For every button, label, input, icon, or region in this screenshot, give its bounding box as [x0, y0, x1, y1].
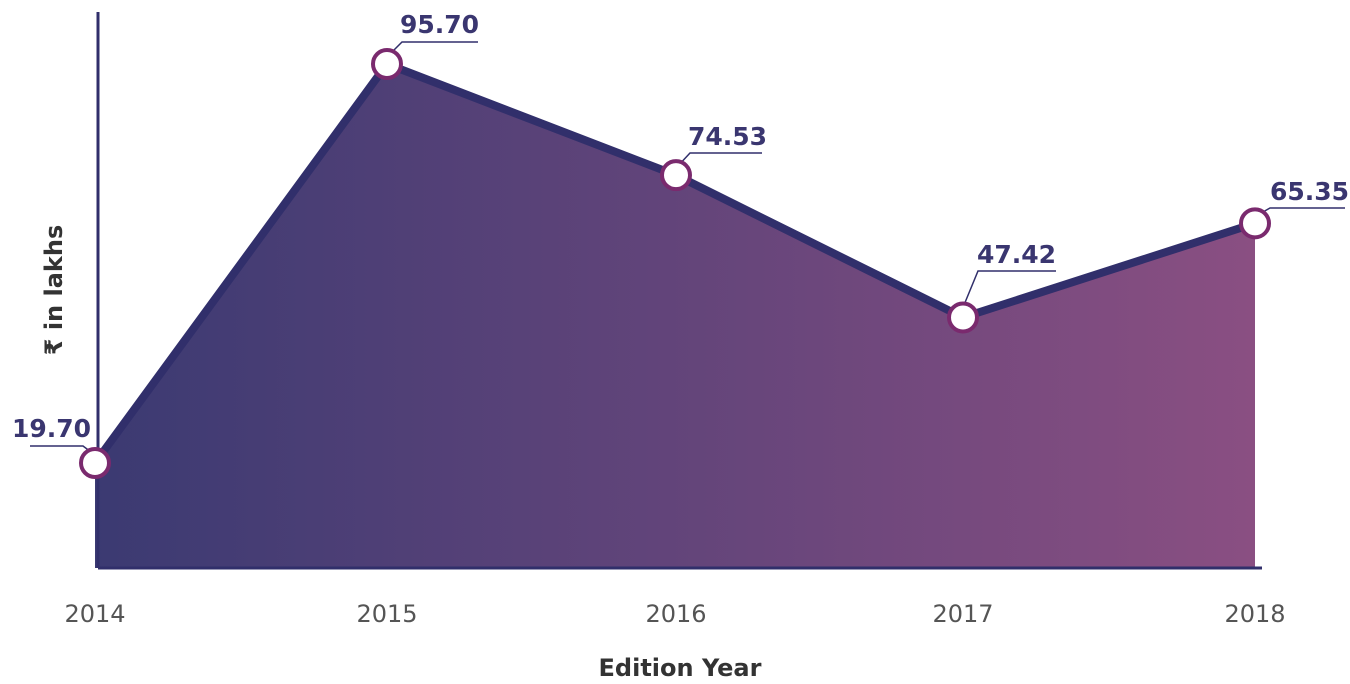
x-tick-label: 2016	[645, 600, 706, 628]
data-point-marker	[371, 48, 403, 80]
data-label: 65.35	[1270, 177, 1349, 206]
label-leader	[676, 152, 762, 168]
data-label-layer: 19.70 95.70 74.53 47.42 65.35	[12, 10, 1349, 443]
x-tick-label: 2015	[356, 600, 417, 628]
label-leader	[387, 41, 478, 57]
x-tick-label: 2017	[932, 600, 993, 628]
data-point-marker	[660, 159, 692, 192]
data-point-marker	[79, 447, 111, 479]
area-fill-layer	[95, 64, 1255, 568]
x-tick-label: 2018	[1224, 600, 1285, 628]
data-label: 74.53	[688, 122, 767, 151]
x-tick-label: 2014	[64, 600, 125, 628]
x-axis-title: Edition Year	[599, 654, 762, 682]
data-point-marker	[947, 301, 979, 334]
label-leader	[963, 270, 1056, 306]
marker-layer	[79, 48, 1271, 479]
data-label: 47.42	[977, 240, 1056, 269]
data-label: 19.70	[12, 414, 91, 443]
data-point-marker	[1239, 207, 1271, 240]
y-axis-title: ₹ in lakhs	[40, 225, 68, 355]
area-fill	[95, 64, 1255, 568]
label-leader	[1255, 207, 1345, 217]
data-label: 95.70	[400, 10, 479, 39]
x-tick-layer: 2014 2015 2016 2017 2018	[64, 600, 1285, 628]
